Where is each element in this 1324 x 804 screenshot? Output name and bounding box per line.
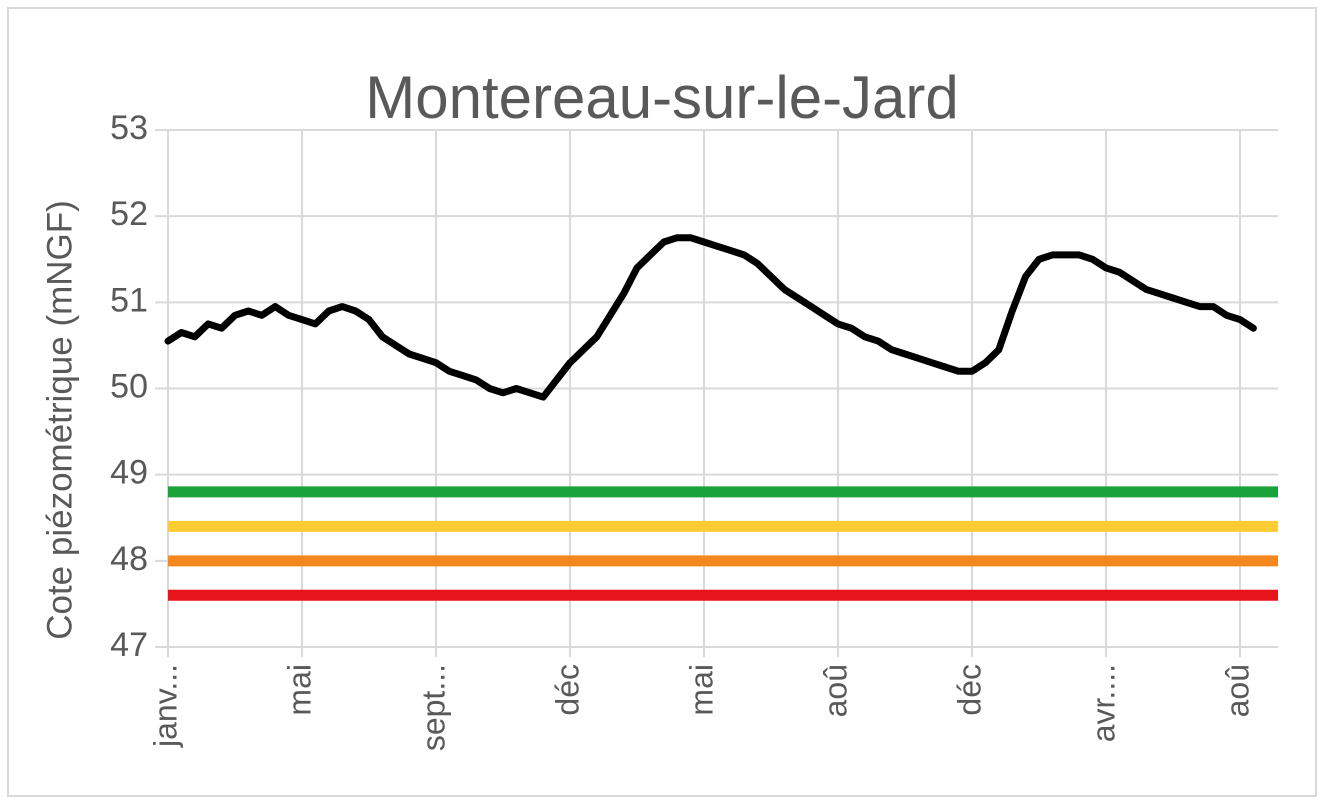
x-tick-label: avr.... (1085, 664, 1121, 742)
y-tick-label: 49 (110, 454, 148, 492)
y-tick-label: 50 (110, 367, 148, 405)
y-tick-label: 53 (110, 109, 148, 147)
x-tick-label: aoû (1219, 664, 1255, 717)
y-tick-label: 47 (110, 626, 148, 664)
x-tick-label: déc (951, 664, 987, 716)
x-tick-label: janv... (147, 664, 183, 748)
x-tick-label: aoû (817, 664, 853, 717)
x-tick-label: sept... (415, 664, 451, 751)
chart-frame (7, 7, 1317, 797)
y-axis-label: Cote piézométrique (mNGF) (40, 200, 79, 640)
x-tick-label: mai (683, 664, 719, 716)
y-tick-label: 52 (110, 195, 148, 233)
y-tick-label: 48 (110, 540, 148, 578)
x-tick-label: mai (281, 664, 317, 716)
chart-title: Montereau-sur-le-Jard (365, 64, 959, 131)
data-line (164, 234, 1257, 401)
x-tick-label: déc (549, 664, 585, 716)
y-tick-label: 51 (110, 281, 148, 319)
